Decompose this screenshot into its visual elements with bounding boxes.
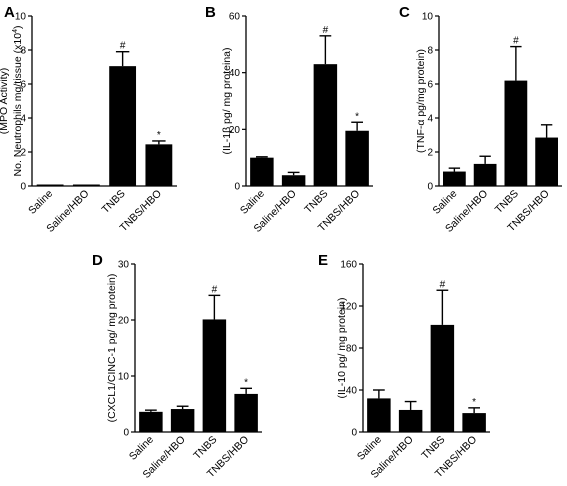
significance-marker: # bbox=[120, 41, 126, 52]
significance-marker: * bbox=[244, 377, 248, 388]
y-tick-label: 40 bbox=[346, 386, 358, 397]
bar bbox=[313, 64, 338, 186]
y-tick-label: 6 bbox=[427, 80, 433, 91]
y-tick-label: 2 bbox=[427, 148, 433, 159]
y-tick-label: 0 bbox=[123, 428, 129, 439]
category-label: Saline bbox=[355, 434, 384, 463]
y-tick-label: 40 bbox=[229, 68, 241, 79]
significance-marker: # bbox=[323, 25, 329, 36]
significance-marker: * bbox=[472, 397, 476, 408]
y-axis-label: (IL-1β pg/ mg proteina) bbox=[221, 47, 233, 154]
category-label: TNBS bbox=[419, 434, 447, 462]
y-tick-label: 2 bbox=[20, 148, 26, 159]
y-axis-label: (TNF-α pg/mg protein) bbox=[415, 49, 427, 153]
y-axis-label-line: No. Neutrophils mg/tissue (x10 bbox=[12, 33, 24, 177]
y-tick-label: 4 bbox=[427, 114, 433, 125]
significance-marker: # bbox=[212, 284, 218, 295]
y-tick-label: 0 bbox=[351, 428, 357, 439]
y-tick-label: 6 bbox=[20, 80, 26, 91]
bar bbox=[109, 66, 137, 186]
y-tick-label: 8 bbox=[427, 46, 433, 57]
bar bbox=[36, 184, 64, 186]
bar bbox=[430, 324, 455, 432]
y-tick-label: 10 bbox=[15, 12, 27, 23]
y-tick-label: 80 bbox=[346, 344, 358, 355]
y-axis-label: (MPO Activity) No. Neutrophils mg/tissue … bbox=[0, 26, 24, 177]
y-tick-label: 20 bbox=[118, 316, 130, 327]
bar bbox=[72, 184, 100, 186]
bar bbox=[535, 137, 559, 186]
y-axis-label: (CXCL1/CINC-1 pg/ mg protein) bbox=[106, 274, 118, 423]
y-tick-label: 120 bbox=[340, 302, 357, 313]
significance-marker: # bbox=[440, 279, 446, 290]
panel-d: D0102030SalineSaline/HBO#TNBS*TNBS/HBO(C… bbox=[92, 252, 262, 481]
y-tick-label: 10 bbox=[422, 12, 434, 23]
panel-e: E04080120160SalineSaline/HBO#TNBS*TNBS/H… bbox=[318, 252, 490, 481]
y-tick-label: 0 bbox=[234, 182, 240, 193]
y-axis-label-superscript: 4 bbox=[12, 29, 19, 33]
category-label: Saline bbox=[26, 188, 55, 217]
bar bbox=[234, 393, 258, 432]
y-tick-label: 8 bbox=[20, 46, 26, 57]
significance-marker: # bbox=[513, 36, 519, 47]
y-tick-label: 60 bbox=[229, 12, 241, 23]
y-tick-label: 30 bbox=[118, 260, 130, 271]
category-label: TNBS bbox=[99, 188, 127, 216]
y-tick-label: 4 bbox=[20, 114, 26, 125]
y-tick-label: 0 bbox=[20, 182, 26, 193]
bar bbox=[139, 411, 163, 432]
category-label: TNBS bbox=[191, 434, 219, 462]
bar bbox=[442, 171, 466, 186]
bar bbox=[473, 163, 497, 186]
bar bbox=[398, 409, 423, 432]
y-axis-label-line: (MPO Activity) bbox=[0, 68, 10, 135]
y-tick-label: 160 bbox=[340, 260, 357, 271]
significance-marker: * bbox=[157, 130, 161, 141]
category-label: Saline bbox=[430, 188, 459, 217]
panel-letter: C bbox=[399, 4, 410, 21]
panel-a: A0246810SalineSaline/HBO#TNBS*TNBS/HBO(M… bbox=[0, 4, 177, 235]
panel-c: C0246810SalineSaline/HBO#TNBSTNBS/HBO(TN… bbox=[399, 4, 562, 235]
y-axis-label-line: ) bbox=[12, 26, 24, 30]
bar bbox=[281, 175, 306, 186]
bar bbox=[504, 80, 528, 186]
y-axis-label: (IL-10 pg/ mg protein) bbox=[336, 298, 348, 399]
y-tick-label: 0 bbox=[427, 182, 433, 193]
bar bbox=[345, 130, 369, 186]
bar bbox=[462, 413, 486, 432]
bar bbox=[202, 319, 227, 432]
category-label: TNBS bbox=[493, 188, 521, 216]
panel-letter: D bbox=[92, 252, 103, 269]
bar bbox=[367, 398, 391, 432]
panel-letter: A bbox=[4, 4, 15, 21]
bar bbox=[250, 157, 274, 186]
category-label: Saline bbox=[127, 434, 156, 463]
category-label: Saline bbox=[238, 188, 267, 217]
panel-b: B0204060SalineSaline/HBO#TNBS*TNBS/HBO(I… bbox=[205, 4, 373, 235]
panel-letter: B bbox=[205, 4, 216, 21]
significance-marker: * bbox=[355, 111, 359, 122]
y-tick-label: 10 bbox=[118, 372, 130, 383]
y-tick-label: 20 bbox=[229, 125, 241, 136]
bar bbox=[145, 144, 173, 186]
bar bbox=[170, 409, 195, 432]
category-label: TNBS bbox=[302, 188, 330, 216]
panel-letter: E bbox=[318, 252, 328, 269]
